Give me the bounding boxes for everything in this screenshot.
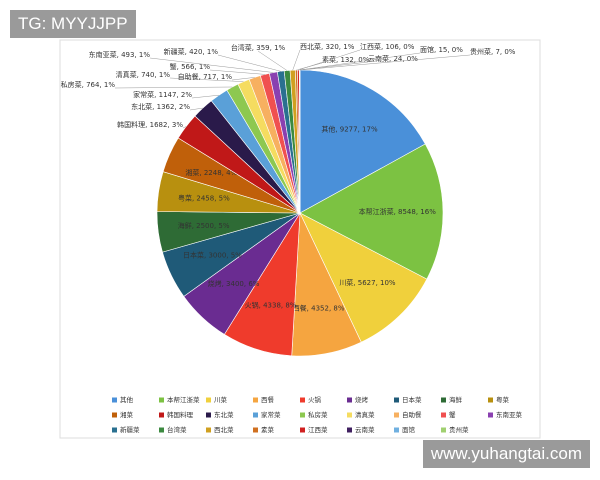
data-label: 蟹, 566, 1% [170, 62, 211, 71]
legend-swatch [441, 427, 446, 433]
legend-swatch [159, 397, 164, 403]
legend-swatch [441, 397, 446, 403]
legend-swatch [206, 427, 211, 433]
data-label: 新疆菜, 420, 1% [164, 47, 219, 56]
data-label: 湘菜, 2248, 4% [185, 168, 237, 177]
legend-swatch [112, 397, 117, 403]
legend-label: 烧烤 [355, 395, 369, 404]
legend-swatch [488, 397, 493, 403]
data-label: 东南亚菜, 493, 1% [89, 50, 151, 59]
data-label: 素菜, 132, 0% [322, 55, 370, 64]
leader-line [299, 54, 471, 71]
data-label: 面馆, 15, 0% [420, 45, 463, 54]
data-label: 私房菜, 764, 1% [61, 80, 116, 89]
legend-swatch [206, 412, 211, 418]
legend-swatch [159, 427, 164, 433]
pie-slice [299, 212, 428, 343]
data-label: 韩国料理, 1682, 3% [117, 120, 183, 129]
legend-swatch [347, 397, 352, 403]
legend-swatch [300, 397, 305, 403]
data-label: 日本菜, 3000, 5% [183, 250, 242, 259]
legend-label: 面馆 [402, 425, 416, 434]
legend-label: 海鲜 [449, 395, 463, 404]
legend-swatch [394, 412, 399, 418]
legend-label: 湘菜 [120, 410, 134, 419]
legend-label: 韩国料理 [167, 410, 194, 419]
leader-line [182, 126, 187, 129]
legend-swatch [253, 427, 258, 433]
data-label: 川菜, 5627, 10% [339, 278, 396, 287]
legend-swatch [159, 412, 164, 418]
legend-label: 东北菜 [214, 410, 234, 419]
legend-label: 东南亚菜 [496, 410, 523, 419]
data-label: 自助餐, 717, 1% [178, 72, 233, 81]
legend-label: 贵州菜 [449, 425, 469, 434]
legend-label: 西北菜 [214, 425, 234, 434]
data-label: 西餐, 4352, 8% [293, 303, 345, 312]
leader-line [298, 49, 361, 71]
legend-swatch [347, 412, 352, 418]
legend-label: 火锅 [308, 395, 322, 404]
data-label: 江西菜, 106, 0% [360, 42, 415, 51]
legend-label: 台湾菜 [167, 425, 187, 434]
legend-swatch [488, 412, 493, 418]
data-label: 粤菜, 2458, 5% [178, 193, 230, 202]
leader-line [114, 86, 233, 89]
legend-label: 私房菜 [308, 410, 328, 419]
data-label: 海鲜, 2500, 5% [178, 221, 230, 230]
leader-line [231, 77, 255, 81]
leader-line [292, 49, 301, 71]
pie-slice [299, 143, 444, 280]
legend-label: 清真菜 [355, 410, 375, 419]
data-label: 清真菜, 740, 1% [116, 70, 171, 79]
legend-label: 蟹 [449, 410, 456, 419]
legend-label: 江西菜 [308, 425, 328, 434]
leader-line [257, 50, 288, 71]
legend-swatch [253, 412, 258, 418]
leader-line [209, 69, 265, 75]
legend-swatch [206, 397, 211, 403]
legend-label: 家常菜 [261, 410, 281, 419]
data-label: 家常菜, 1147, 2% [133, 90, 192, 99]
data-label: 台湾菜, 359, 1% [231, 43, 286, 52]
leader-line [189, 107, 203, 111]
data-label: 烧烤, 3400, 6% [208, 279, 260, 288]
legend-swatch [112, 427, 117, 433]
leader-line [149, 57, 274, 73]
data-label: 贵州菜, 7, 0% [470, 47, 516, 56]
legend-swatch [300, 427, 305, 433]
legend-swatch [394, 427, 399, 433]
legend-label: 粤菜 [496, 395, 510, 404]
watermark: www.yuhangtai.com [422, 440, 590, 468]
leader-line [299, 52, 421, 71]
legend-swatch [394, 397, 399, 403]
legend-swatch [347, 427, 352, 433]
data-label: 东北菜, 1362, 2% [131, 102, 190, 111]
leader-line [217, 54, 281, 72]
legend-swatch [300, 412, 305, 418]
legend-swatch [441, 412, 446, 418]
legend-swatch [253, 397, 258, 403]
legend-swatch [112, 412, 117, 418]
data-label: 本帮江浙菜, 8548, 16% [359, 207, 437, 216]
data-label: 云南菜, 24, 0% [368, 54, 418, 63]
watermark: TG: MYYJJPP [10, 10, 136, 38]
data-label: 火锅, 4338, 8% [245, 301, 297, 310]
legend-label: 西餐 [261, 395, 275, 404]
legend-label: 云南菜 [355, 425, 375, 434]
legend-label: 日本菜 [402, 395, 422, 404]
legend-label: 其他 [120, 395, 134, 404]
data-label: 西北菜, 320, 1% [300, 42, 355, 51]
legend-label: 本帮江浙菜 [167, 395, 200, 404]
legend-label: 自助餐 [402, 410, 422, 419]
leader-line [191, 94, 219, 99]
legend-label: 川菜 [214, 395, 228, 404]
legend-label: 新疆菜 [120, 425, 140, 434]
leader-line [169, 77, 244, 82]
pie-slice [299, 69, 426, 214]
data-label: 其他, 9277, 17% [321, 124, 378, 133]
legend-label: 素菜 [261, 425, 275, 434]
